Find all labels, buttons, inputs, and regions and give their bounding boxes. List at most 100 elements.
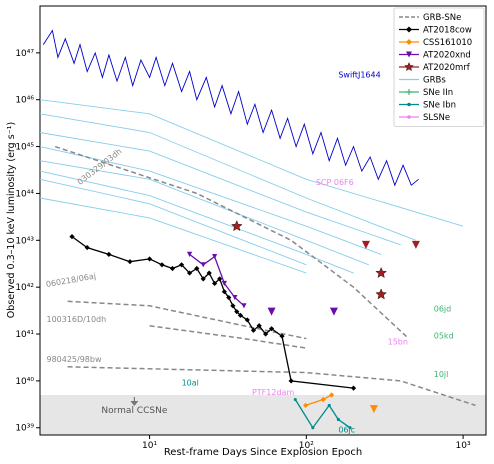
series-layer — [42, 29, 419, 430]
legend-label-0: GRB-SNe — [423, 13, 461, 23]
series-point-4-4 — [348, 426, 352, 430]
series-point-1-3 — [127, 259, 133, 265]
series-point-1-18 — [237, 312, 244, 318]
grb-line-7 — [39, 197, 307, 274]
scatter-marker-7 — [369, 405, 378, 414]
series-point-1-14 — [221, 289, 227, 295]
grb-sne-line-1 — [67, 300, 307, 340]
grb-line-4 — [39, 160, 369, 266]
grb-line-5 — [39, 170, 354, 274]
annotation-7: PTF12dam — [252, 388, 294, 397]
series-point-2-0 — [186, 251, 193, 258]
grb-line-0 — [39, 99, 464, 227]
grb-sne-line-3 — [67, 366, 476, 407]
series-point-1-8 — [186, 270, 193, 276]
series-point-1-11 — [206, 270, 212, 276]
x-axis-label: Rest-frame Days Since Explosion Epoch — [164, 447, 362, 458]
legend-label-7: SNe Ibn — [423, 101, 456, 111]
series-point-1-24 — [279, 333, 285, 339]
legend-label-1: AT2018cow — [423, 26, 472, 36]
y-tick-label-2: 10⁴¹ — [15, 330, 34, 340]
y-tick-label-1: 10⁴⁰ — [15, 377, 34, 387]
annotation-8: 10al — [182, 378, 199, 387]
scatter-marker-6 — [329, 307, 338, 316]
series-point-1-26 — [350, 385, 357, 391]
series-line-2 — [189, 253, 245, 307]
series-point-3-1 — [320, 396, 326, 403]
scatter-marker-4 — [411, 240, 420, 249]
series-point-1-10 — [200, 276, 206, 282]
y-axis-label: Observed 0.3–10 keV luminosity (erg s⁻¹) — [6, 122, 17, 318]
series-point-1-5 — [159, 262, 165, 268]
legend-label-5: GRBs — [423, 76, 446, 86]
annotation-4: 980425/98bw — [46, 355, 101, 364]
annotation-6: 15bn — [388, 337, 408, 346]
markers-layer — [231, 220, 420, 414]
series-point-1-19 — [244, 317, 250, 323]
x-tick-label-2: 10³ — [456, 441, 471, 451]
grb-sne-lines-layer — [54, 145, 476, 407]
series-point-1-6 — [169, 265, 176, 272]
grb-sne-line-2 — [149, 325, 307, 349]
annotation-3: 100316D/10dh — [46, 315, 106, 324]
annotation-0: SwiftJ1644 — [338, 70, 380, 79]
grb-lines-layer — [39, 99, 464, 274]
series-point-1-13 — [217, 276, 223, 282]
scatter-marker-5 — [267, 307, 276, 316]
series-point-4-0 — [293, 397, 297, 402]
series-point-1-20 — [250, 327, 257, 333]
grb-line-2 — [39, 132, 401, 246]
x-tick-label-0: 10¹ — [142, 441, 157, 451]
series-point-1-16 — [230, 303, 236, 309]
y-tick-label-5: 10⁴⁴ — [15, 189, 34, 199]
series-point-1-23 — [268, 326, 275, 332]
series-line-0 — [42, 29, 419, 187]
legend-marker-1 — [406, 26, 412, 33]
y-tick-label-7: 10⁴⁶ — [15, 96, 34, 106]
series-point-3-2 — [329, 392, 335, 398]
legend-label-6: SNe IIn — [423, 88, 453, 98]
series-point-1-0 — [69, 233, 75, 240]
annotation-5: SCP 06F6 — [316, 178, 354, 187]
legend-marker-8 — [407, 115, 411, 119]
legend-marker-7 — [407, 102, 411, 107]
axes-layer: 10¹ 10² 10³ 10³⁹ 10⁴⁰ 10⁴¹ 10⁴² 10⁴³ 10⁴⁴ 10⁴⁵ 10⁴… — [15, 49, 471, 451]
series-point-1-4 — [146, 256, 153, 262]
annotation-9: 06jc — [338, 425, 355, 434]
legend-label-8: SLSNe — [423, 113, 450, 123]
legend-layer: GRB-SNe AT2018cow CSS161010 AT2020xnd AT2020… — [393, 7, 485, 127]
series-point-4-3 — [336, 417, 340, 422]
annotation-11: 05kd — [434, 332, 454, 341]
series-point-1-15 — [226, 294, 232, 301]
annotation-10: 06jd — [434, 305, 451, 314]
annotation-12: 10jl — [434, 370, 449, 379]
y-tick-label-3: 10⁴² — [15, 283, 34, 293]
series-point-1-12 — [212, 280, 218, 287]
series-point-1-17 — [234, 309, 240, 315]
ccsne-arrow-head — [130, 400, 139, 406]
series-point-2-1 — [200, 262, 206, 268]
series-point-1-21 — [256, 323, 262, 329]
grb-sne-line-0 — [54, 145, 410, 340]
series-point-3-0 — [303, 402, 309, 408]
scatter-marker-3 — [361, 240, 370, 249]
series-point-1-1 — [84, 244, 90, 251]
legend-marker-4 — [404, 61, 414, 72]
grb-line-1 — [39, 113, 417, 241]
series-point-1-7 — [178, 262, 185, 268]
legend-marker-2 — [406, 39, 412, 45]
y-tick-label-0: 10³⁹ — [15, 424, 34, 434]
ccsne-band — [40, 394, 486, 435]
series-point-1-22 — [263, 331, 269, 337]
x-tick-label-1: 10² — [299, 441, 314, 451]
series-point-2-2 — [212, 253, 218, 260]
legend-label-3: AT2020xnd — [423, 51, 471, 61]
series-point-2-4 — [232, 294, 238, 301]
scatter-marker-0 — [231, 220, 243, 232]
series-point-2-3 — [221, 280, 227, 287]
scatter-marker-2 — [375, 288, 387, 300]
y-tick-label-4: 10⁴³ — [15, 236, 34, 246]
grb-line-3 — [39, 146, 382, 255]
ccsne-band-label: Normal CCSNe — [101, 406, 167, 416]
